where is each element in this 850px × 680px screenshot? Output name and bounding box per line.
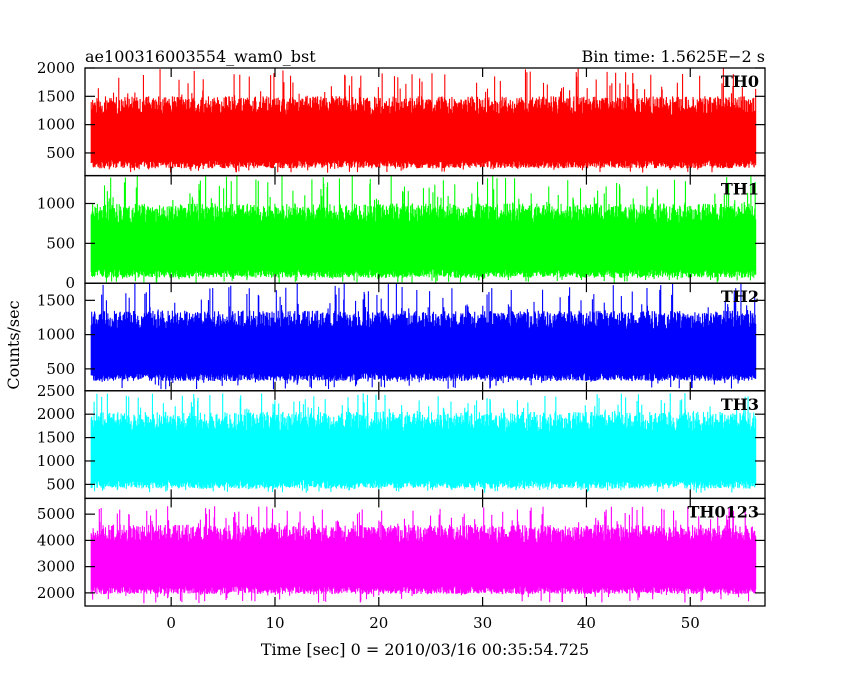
panel-name-th3: TH3 [721, 395, 759, 414]
y-tick-label: 4000 [37, 531, 75, 549]
x-axis-label: Time [sec] 0 = 2010/03/16 00:35:54.725 [261, 640, 589, 659]
x-tick-label: 10 [265, 614, 284, 632]
panel-name-th0123: TH0123 [687, 502, 759, 521]
y-tick-label: 2500 [37, 382, 75, 400]
y-tick-label: 500 [46, 144, 75, 162]
series-th1 [90, 176, 757, 284]
series-th2 [90, 283, 757, 390]
series-th3 [90, 393, 757, 493]
y-tick-label: 2000 [37, 584, 75, 602]
y-tick-label: 500 [46, 475, 75, 493]
panel-name-th1: TH1 [721, 180, 759, 199]
y-tick-label: 1500 [37, 291, 75, 309]
y-tick-label: 1000 [37, 194, 75, 212]
panel-name-th0: TH0 [721, 72, 759, 91]
panel-th3: 500 1000 1500 2000 2500 TH3 [37, 382, 766, 500]
y-tick-label: 1000 [37, 452, 75, 470]
panel-name-th2: TH2 [721, 287, 759, 306]
y-tick-label: 500 [46, 234, 75, 252]
panel-th1: 0 500 1000 TH1 [37, 174, 766, 292]
series-th0123 [90, 506, 757, 604]
y-tick-label: 1000 [37, 116, 75, 134]
x-tick-label: 40 [577, 614, 596, 632]
y-axis-label: Counts/sec [4, 300, 23, 389]
y-tick-label: 0 [65, 274, 75, 292]
panel-th2: 500 1000 1500 TH2 [37, 282, 766, 392]
y-tick-label: 5000 [37, 505, 75, 523]
y-tick-label: 2000 [37, 405, 75, 423]
series-th0 [90, 68, 757, 173]
x-tick-label: 50 [681, 614, 700, 632]
y-tick-label: 1500 [37, 429, 75, 447]
panel-th0123: 2000 3000 4000 5000 TH0123 0 10 20 30 40 50 [37, 497, 766, 632]
x-tick-label: 0 [166, 614, 176, 632]
x-tick-label: 30 [473, 614, 492, 632]
x-tick-label: 20 [369, 614, 388, 632]
y-tick-label: 2000 [37, 59, 75, 77]
panels-group: 500100015002000TH005001000TH150010001500… [37, 59, 766, 632]
bin-time-label: Bin time: 1.5625E−2 s [582, 47, 765, 66]
chart-title: ae100316003554_wam0_bst [85, 47, 316, 66]
y-tick-label: 3000 [37, 558, 75, 576]
y-tick-label: 1500 [37, 87, 75, 105]
panel-frame [84, 497, 766, 607]
y-tick-label: 500 [46, 360, 75, 378]
y-tick-label: 1000 [37, 326, 75, 344]
panel-th0: 500 1000 1500 2000 TH0 [37, 59, 766, 177]
